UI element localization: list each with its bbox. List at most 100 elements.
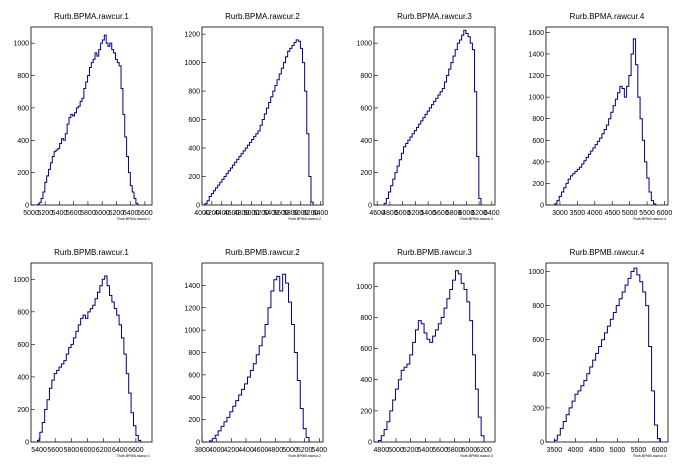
histogram-series xyxy=(208,273,310,442)
x-tick-label: 6600 xyxy=(137,210,153,217)
chart-title: Rurb.BPMB.rawcur.2 xyxy=(225,248,300,257)
y-tick-label: 400 xyxy=(532,371,544,378)
y-tick-label: 0 xyxy=(196,440,200,447)
chart-title: Rurb.BPMA.rawcur.4 xyxy=(570,12,645,21)
y-tick-label: 1200 xyxy=(528,73,544,80)
chart-title: Rurb.BPMA.rawcur.1 xyxy=(54,12,129,21)
x-tick-label: 5000 xyxy=(282,447,298,454)
plot-frame xyxy=(373,26,496,206)
x-tick-label: 5400 xyxy=(31,447,47,454)
y-tick-label: 600 xyxy=(188,372,200,379)
x-tick-label: 6000 xyxy=(94,210,110,217)
histogram-series xyxy=(553,267,661,442)
y-tick-label: 0 xyxy=(540,203,544,210)
y-tick-label: 0 xyxy=(540,440,544,447)
y-tick-label: 600 xyxy=(188,117,200,124)
x-tick-label: 6000 xyxy=(657,210,673,217)
x-tick-label: 5400 xyxy=(52,210,68,217)
y-tick-label: 600 xyxy=(17,105,29,112)
x-tick-label: 4200 xyxy=(224,447,240,454)
y-tick-label: 200 xyxy=(360,408,372,415)
y-tick-label: 400 xyxy=(188,395,200,402)
x-tick-label: 5600 xyxy=(273,210,289,217)
x-tick-label: 4800 xyxy=(234,210,250,217)
y-tick-label: 400 xyxy=(532,159,544,166)
histogram-panel: Rurb.BPMA.rawcur.3 0 200 400 600 800 1000 46004… xyxy=(356,10,500,221)
chart-title: Rurb.BPMB.rawcur.4 xyxy=(570,248,645,257)
x-tick-label: 4000 xyxy=(194,210,210,217)
x-tick-label: 3800 xyxy=(194,447,210,454)
x-tick-label: 5200 xyxy=(253,210,269,217)
plot-frame xyxy=(373,262,496,443)
x-tick-label: 5000 xyxy=(622,210,638,217)
x-tick-label: 4500 xyxy=(604,210,620,217)
x-tick-label: 5800 xyxy=(80,210,96,217)
plot-frame xyxy=(545,262,669,443)
title-box xyxy=(47,246,136,258)
title-box xyxy=(390,246,479,258)
x-tick-label: 5800 xyxy=(283,210,299,217)
x-tick-label: 5600 xyxy=(433,210,449,217)
y-tick-label: 800 xyxy=(188,350,200,357)
y-tick-label: 200 xyxy=(532,405,544,412)
x-tick-label: 5800 xyxy=(64,447,80,454)
title-box xyxy=(563,10,651,22)
x-tick-label: 5000 xyxy=(23,210,39,217)
x-tick-label: 6400 xyxy=(484,210,500,217)
histogram-panel: Rurb.BPMB.rawcur.2 0 200 400 600 800 1000 1200 1… xyxy=(184,246,327,458)
x-tick-label: 5400 xyxy=(420,210,436,217)
histogram-panel: Rurb.BPMA.rawcur.2 0 200 400 600 800 1000 1200 4… xyxy=(184,10,328,221)
plot-frame xyxy=(201,262,324,443)
y-tick-label: 600 xyxy=(532,138,544,145)
histogram-panel: Rurb.BPMA.rawcur.10200400600800100050005… xyxy=(13,10,153,221)
y-tick-label: 200 xyxy=(360,170,372,177)
x-tick-label: 4800 xyxy=(268,447,284,454)
y-tick-label: 800 xyxy=(360,315,372,322)
x-tick-label: 4000 xyxy=(587,210,603,217)
y-tick-label: 200 xyxy=(188,417,200,424)
y-tick-label: 0 xyxy=(368,440,372,447)
y-tick-label: 1000 xyxy=(184,328,200,335)
y-tick-label: 1000 xyxy=(528,95,544,102)
x-tick-label: 5200 xyxy=(403,447,419,454)
x-tick-label: 4200 xyxy=(204,210,220,217)
x-tick-label: 4500 xyxy=(589,447,605,454)
y-tick-label: 800 xyxy=(532,116,544,123)
y-tick-label: 800 xyxy=(532,303,544,310)
y-tick-label: 0 xyxy=(25,203,29,210)
plot-frame xyxy=(30,26,153,206)
x-axis-label: Rurb.BPMB.rawcur.1 xyxy=(117,454,150,458)
x-tick-label: 5800 xyxy=(446,210,462,217)
x-tick-label: 5400 xyxy=(312,447,328,454)
plot-frame xyxy=(201,26,324,206)
chart-title: Rurb.BPMA.rawcur.2 xyxy=(225,12,300,21)
x-tick-label: 6400 xyxy=(123,210,139,217)
y-tick-label: 600 xyxy=(360,346,372,353)
y-tick-label: 1000 xyxy=(184,60,200,67)
x-axis-label: Rurb.BPMA.rawcur.2 xyxy=(288,217,321,221)
plot-frame xyxy=(545,26,669,206)
x-tick-label: 4400 xyxy=(214,210,230,217)
x-axis-label: Rurb.BPMA.rawcur.3 xyxy=(460,217,493,221)
x-tick-label: 6000 xyxy=(80,447,96,454)
y-tick-label: 1200 xyxy=(184,305,200,312)
title-box xyxy=(218,246,307,258)
x-tick-label: 5000 xyxy=(388,447,404,454)
x-tick-label: 6000 xyxy=(459,210,475,217)
x-tick-label: 5500 xyxy=(639,210,655,217)
x-tick-label: 5500 xyxy=(631,447,647,454)
y-tick-label: 1400 xyxy=(528,51,544,58)
x-tick-label: 5200 xyxy=(297,447,313,454)
y-tick-label: 1000 xyxy=(356,284,372,291)
chart-title: Rurb.BPMB.rawcur.3 xyxy=(397,248,472,257)
y-tick-label: 1000 xyxy=(528,269,544,276)
histogram-panel: Rurb.BPMA.rawcur.4 0 200 400 600 800 1000 1200 1… xyxy=(528,10,672,221)
x-tick-label: 6400 xyxy=(313,210,329,217)
y-tick-label: 200 xyxy=(17,170,29,177)
x-tick-label: 5000 xyxy=(244,210,260,217)
x-tick-label: 3500 xyxy=(547,447,563,454)
x-tick-label: 5000 xyxy=(610,447,626,454)
title-box xyxy=(218,10,307,22)
